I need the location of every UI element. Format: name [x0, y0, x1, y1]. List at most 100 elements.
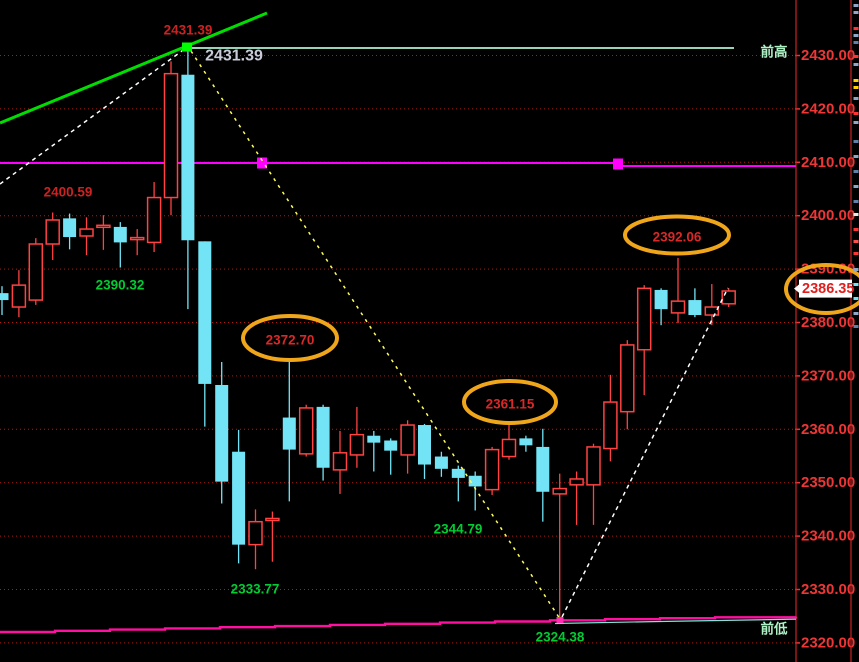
candle-body: [45, 219, 60, 245]
candle-body: [11, 284, 27, 308]
candle-body: [670, 300, 686, 314]
candle: [451, 465, 465, 502]
candle: [96, 215, 111, 250]
strip-mark: [853, 97, 859, 100]
candle: [400, 420, 415, 474]
candle-body: [96, 224, 111, 229]
candle-body: [332, 452, 348, 471]
axis-label: 2350.00: [801, 474, 855, 491]
price-text-label: 2431.39: [205, 48, 263, 65]
candle-body: [434, 456, 448, 469]
low-marker-handle[interactable]: [556, 617, 564, 623]
candle: [129, 229, 145, 256]
annotation-ellipse[interactable]: [462, 379, 558, 425]
candle: [688, 288, 702, 318]
magenta-square-handle[interactable]: [257, 157, 267, 169]
candle: [586, 443, 601, 525]
candle: [248, 509, 263, 570]
candle-body: [163, 72, 179, 199]
candle-body: [316, 406, 330, 468]
strip-mark: [853, 200, 859, 203]
candle-body: [654, 289, 668, 310]
price-text-label: 2333.77: [231, 582, 280, 597]
strip-mark: [853, 79, 859, 82]
candle: [721, 288, 736, 308]
candle-body: [181, 74, 195, 241]
candle-body: [400, 424, 415, 456]
annotation-ellipses[interactable]: 2372.70 2361.15 2392.06: [241, 214, 859, 425]
strip-mark: [853, 55, 859, 58]
axis-label: 2330.00: [801, 581, 855, 598]
strip-mark: [853, 155, 859, 158]
peak-marker-handle[interactable]: [182, 42, 192, 52]
candle-body: [384, 440, 398, 451]
axis-label: 2430.00: [801, 47, 855, 64]
candle: [418, 423, 431, 479]
strip-mark: [853, 140, 859, 143]
white-dashed-trendline-up: [0, 47, 187, 185]
candle-body: [198, 241, 212, 384]
badge-pointer: [794, 283, 800, 294]
white-dashed-trendline-recovery: [561, 287, 729, 618]
candle-body: [603, 401, 618, 450]
level-lines[interactable]: [0, 47, 798, 634]
teal-support-line: [554, 618, 797, 625]
candle-body: [451, 468, 465, 478]
candle-body: [79, 228, 94, 237]
candle: [232, 429, 246, 564]
strip-mark: [853, 240, 859, 243]
badge-background: [799, 279, 852, 298]
candle: [0, 286, 9, 316]
candle-body: [215, 384, 229, 482]
axis-label: 2340.00: [801, 528, 855, 545]
candle-body: [232, 451, 246, 545]
candle: [215, 362, 229, 504]
candle-body: [484, 448, 500, 491]
candle-body: [636, 287, 652, 351]
candle: [63, 213, 77, 250]
candle-body: [113, 226, 127, 243]
strip-mark: [853, 252, 859, 255]
candle: [670, 257, 686, 324]
candle: [636, 285, 652, 396]
candle-body: [129, 236, 145, 241]
price-text-label: 2400.59: [44, 185, 93, 200]
price-text-label: 2431.39: [164, 23, 213, 38]
price-axis[interactable]: 2430.002420.002410.002400.002390.002380.…: [795, 0, 855, 662]
candle-body: [265, 517, 280, 522]
candle: [146, 182, 162, 253]
strip-mark: [853, 34, 859, 37]
level-label: 前低: [761, 621, 789, 637]
strip-mark: [853, 41, 859, 44]
candle: [282, 361, 296, 502]
candle-body: [519, 438, 533, 446]
candle-body: [721, 290, 736, 305]
candle-body: [468, 475, 482, 487]
price-text-label: 2390.32: [96, 278, 145, 293]
annotation-ellipse[interactable]: [241, 314, 339, 362]
candle-body: [536, 446, 550, 492]
annotation-ellipse[interactable]: [623, 214, 731, 256]
candle: [603, 374, 618, 462]
candle: [298, 404, 314, 457]
strip-mark: [853, 185, 859, 188]
strip-mark: [853, 11, 859, 14]
trendline-drawings[interactable]: [0, 11, 729, 623]
candle-body: [704, 306, 720, 316]
candles-layer: [0, 48, 736, 620]
magenta-square-handle[interactable]: [613, 158, 623, 170]
candle: [265, 511, 280, 562]
strip-mark: [853, 86, 859, 89]
price-text-labels: 2431.39 2431.39 2400.59 2390.32 2333.77 2344.…: [44, 23, 585, 645]
ellipse-price-label: 2361.15: [486, 397, 535, 412]
prev-low-support-line[interactable]: [0, 616, 798, 634]
strip-mark: [853, 27, 859, 30]
candle: [349, 406, 365, 468]
candle: [198, 241, 212, 427]
strip-mark: [853, 112, 859, 115]
annotation-ellipse[interactable]: [784, 263, 859, 315]
candle: [434, 451, 448, 477]
ellipse-price-label: 2372.70: [266, 333, 315, 348]
